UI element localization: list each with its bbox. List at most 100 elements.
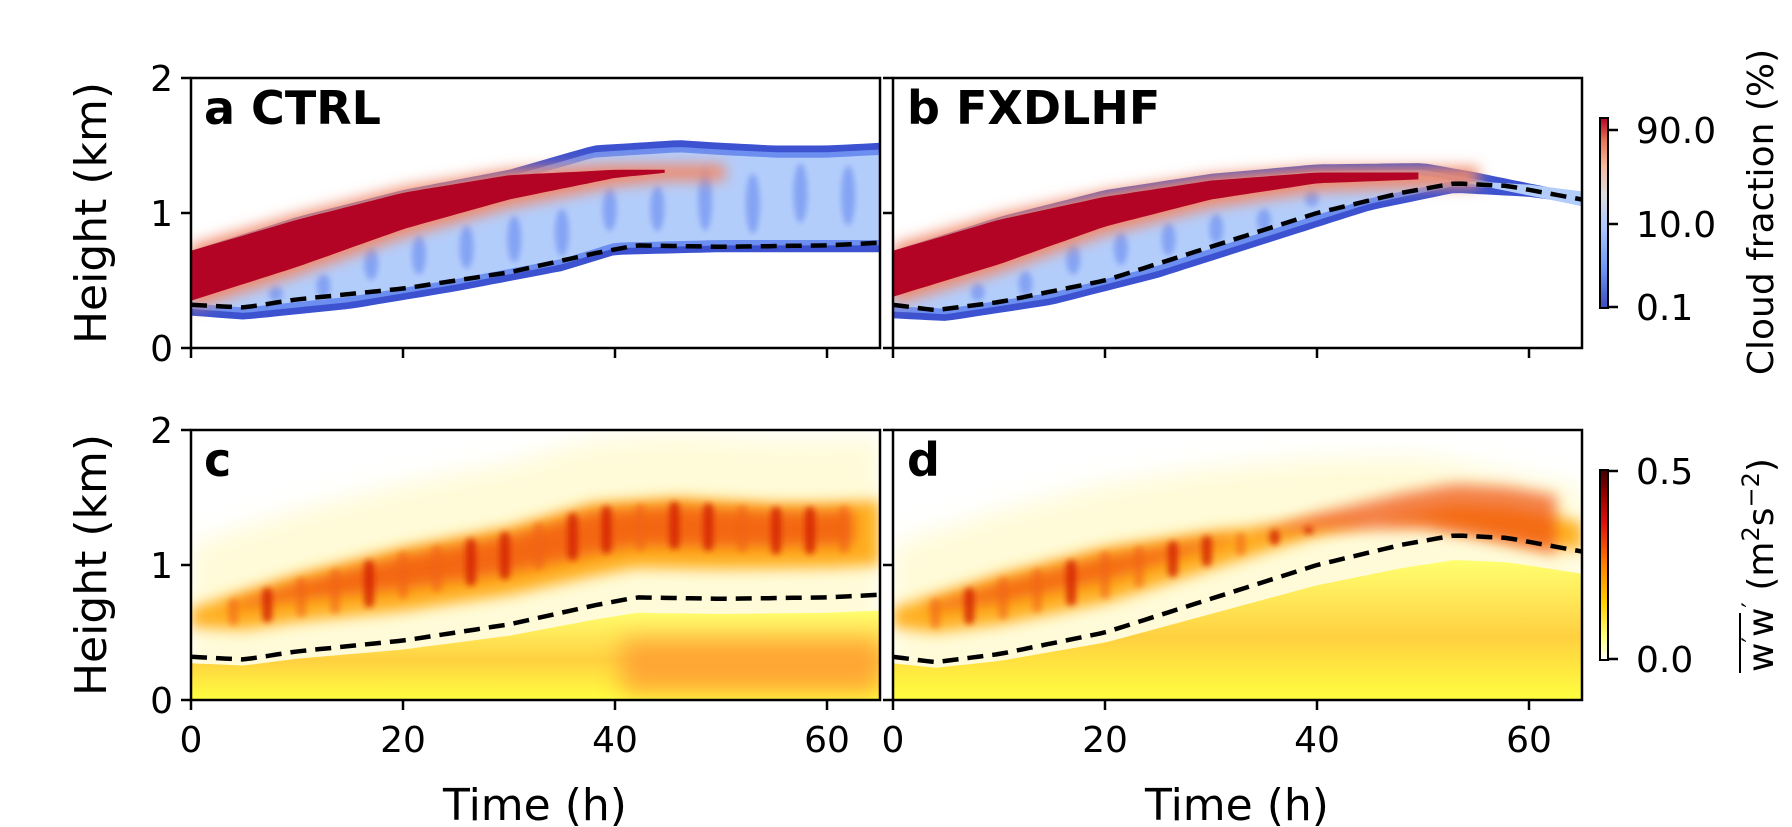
- cloud-cell: [1113, 231, 1128, 266]
- turbulence-streak: [805, 507, 815, 555]
- panel-b-title: b FXDLHF: [907, 81, 1160, 135]
- panel-c-turbulence-streaks: [228, 501, 849, 626]
- w-variance-colorbar-frame: [1599, 469, 1609, 661]
- panel-a-ylabel: Height (km): [66, 82, 117, 344]
- cloud-cell: [698, 168, 713, 231]
- panel-a-cloud-fraction-ctrl: 0 1 2 a CTRL Height (km): [66, 59, 882, 370]
- turbulence-streak: [567, 513, 578, 561]
- w-variance-colorbar-gradient: [1600, 470, 1608, 660]
- cloud-fraction-colorbar-tick-label: 0.1: [1636, 288, 1693, 329]
- cloud-cell: [1018, 271, 1033, 296]
- turbulence-streak: [601, 506, 612, 554]
- y-tick-label: 0: [150, 681, 173, 722]
- panel-c-ylabel: Height (km): [66, 434, 117, 696]
- x-tick-label: 20: [1082, 720, 1128, 761]
- turbulence-streak: [1100, 551, 1110, 599]
- cloud-cell: [650, 185, 665, 232]
- panel-b-cloud-core: [893, 172, 1419, 297]
- cloud-fraction-colorbar-gradient: [1600, 118, 1608, 308]
- turbulence-streak: [533, 522, 544, 570]
- y-tick-label: 2: [150, 411, 173, 452]
- x-tick-label: 0: [882, 720, 905, 761]
- panel-c-plot-area: [191, 430, 880, 700]
- cloud-cell: [970, 283, 985, 302]
- turbulence-streak: [364, 560, 375, 608]
- turbulence-streak: [499, 532, 510, 580]
- x-tick-label: 60: [1506, 720, 1552, 761]
- panel-b-x-axis: [891, 348, 1531, 358]
- panel-c-xlabel: Time (h): [442, 780, 627, 827]
- panel-d-pbl-height-line: [893, 533, 1582, 665]
- turbulence-streak: [262, 588, 273, 623]
- cloud-cell: [1066, 243, 1081, 275]
- panel-c-x-axis: 0 20 40 60: [180, 700, 850, 761]
- turbulence-streak: [998, 577, 1009, 620]
- turbulence-streak: [930, 598, 941, 629]
- panel-d-y-axis: [883, 428, 893, 702]
- cloud-cell: [793, 163, 808, 223]
- panel-c-y-axis: 0 1 2: [150, 411, 191, 722]
- panel-a-cloud-cells: [268, 163, 856, 302]
- w-variance-colorbar: 0.5 0.0 w′w′ (m2s−2): [1599, 452, 1782, 681]
- cloud-fraction-colorbar-frame: [1599, 117, 1609, 309]
- turbulence-streak: [1269, 529, 1280, 545]
- panel-d-turbulence-streaks: [930, 526, 1314, 629]
- y-tick-label: 1: [150, 194, 173, 235]
- panel-a-cloud-core: [191, 169, 665, 301]
- panel-d-xlabel: Time (h): [1144, 780, 1329, 827]
- y-tick-label: 1: [150, 546, 173, 587]
- turbulence-streak: [431, 545, 442, 593]
- panel-d-cloud-layer-turbulence: [893, 505, 1582, 633]
- panel-d-title: d: [907, 433, 940, 487]
- cloud-cell: [316, 273, 331, 299]
- panel-c-w-variance-ctrl: 0 1 2 0 20 40 60 c Height (km) Time (h): [66, 411, 882, 827]
- panel-d-plot-area: [893, 430, 1582, 700]
- x-tick-label: 40: [1294, 720, 1340, 761]
- panel-b-cloud-light-band: [893, 175, 1582, 309]
- cloud-cell: [268, 285, 283, 302]
- panel-c-pbl-height-line: [191, 592, 880, 662]
- panel-b-cloud-fraction-fxdlhf: b FXDLHF: [883, 76, 1584, 358]
- w-variance-colorbar-tick-label: 0.0: [1636, 640, 1693, 681]
- panel-b-y-axis: [883, 76, 893, 350]
- panel-c-title: c: [204, 433, 231, 487]
- turbulence-streak: [1167, 541, 1178, 578]
- cloud-fraction-colorbar: 90.0 10.0 0.1 Cloud fraction (%): [1599, 49, 1782, 375]
- cloud-cell: [602, 187, 617, 232]
- cloud-cell: [411, 234, 426, 275]
- turbulence-streak: [737, 505, 748, 553]
- x-tick-label: 0: [180, 720, 203, 761]
- cloud-fraction-colorbar-tick-label: 10.0: [1636, 205, 1716, 246]
- turbulence-streak: [1303, 526, 1314, 534]
- panel-d-subcloud-turbulence: [893, 560, 1582, 700]
- y-tick-label: 0: [150, 329, 173, 370]
- turbulence-streak: [296, 577, 307, 618]
- panel-a-title: a CTRL: [204, 81, 381, 135]
- turbulence-streak: [1066, 560, 1077, 606]
- turbulence-streak: [465, 538, 476, 586]
- panel-b-pbl-height-line: [893, 181, 1582, 313]
- cloud-cell: [507, 215, 522, 263]
- panel-a-x-axis: [189, 348, 829, 358]
- w-variance-colorbar-label-text: w′w′ (m2s−2): [1737, 458, 1782, 672]
- turbulence-streak: [1201, 535, 1212, 567]
- cloud-cell: [1304, 189, 1319, 207]
- turbulence-streak: [1235, 532, 1246, 556]
- turbulence-streak: [669, 501, 680, 550]
- x-tick-label: 20: [380, 720, 426, 761]
- panel-d-x-axis: 0 20 40 60: [882, 700, 1552, 761]
- panel-b-cloud-cells: [970, 189, 1319, 302]
- turbulence-streak: [228, 598, 239, 626]
- w-variance-colorbar-label: w′w′ (m2s−2): [1737, 458, 1782, 673]
- panel-c-subcloud-hotspot: [621, 639, 880, 694]
- turbulence-streak: [398, 551, 408, 599]
- panel-a-plot-area: [191, 140, 880, 320]
- panel-d-cloud-layer-core: [927, 484, 1557, 611]
- turbulence-streak: [635, 504, 646, 552]
- cloud-cell: [1257, 208, 1271, 233]
- turbulence-streak: [839, 506, 849, 554]
- cloud-cell: [1209, 213, 1224, 244]
- panel-a-y-axis: 0 1 2: [150, 59, 191, 370]
- x-tick-label: 40: [592, 720, 638, 761]
